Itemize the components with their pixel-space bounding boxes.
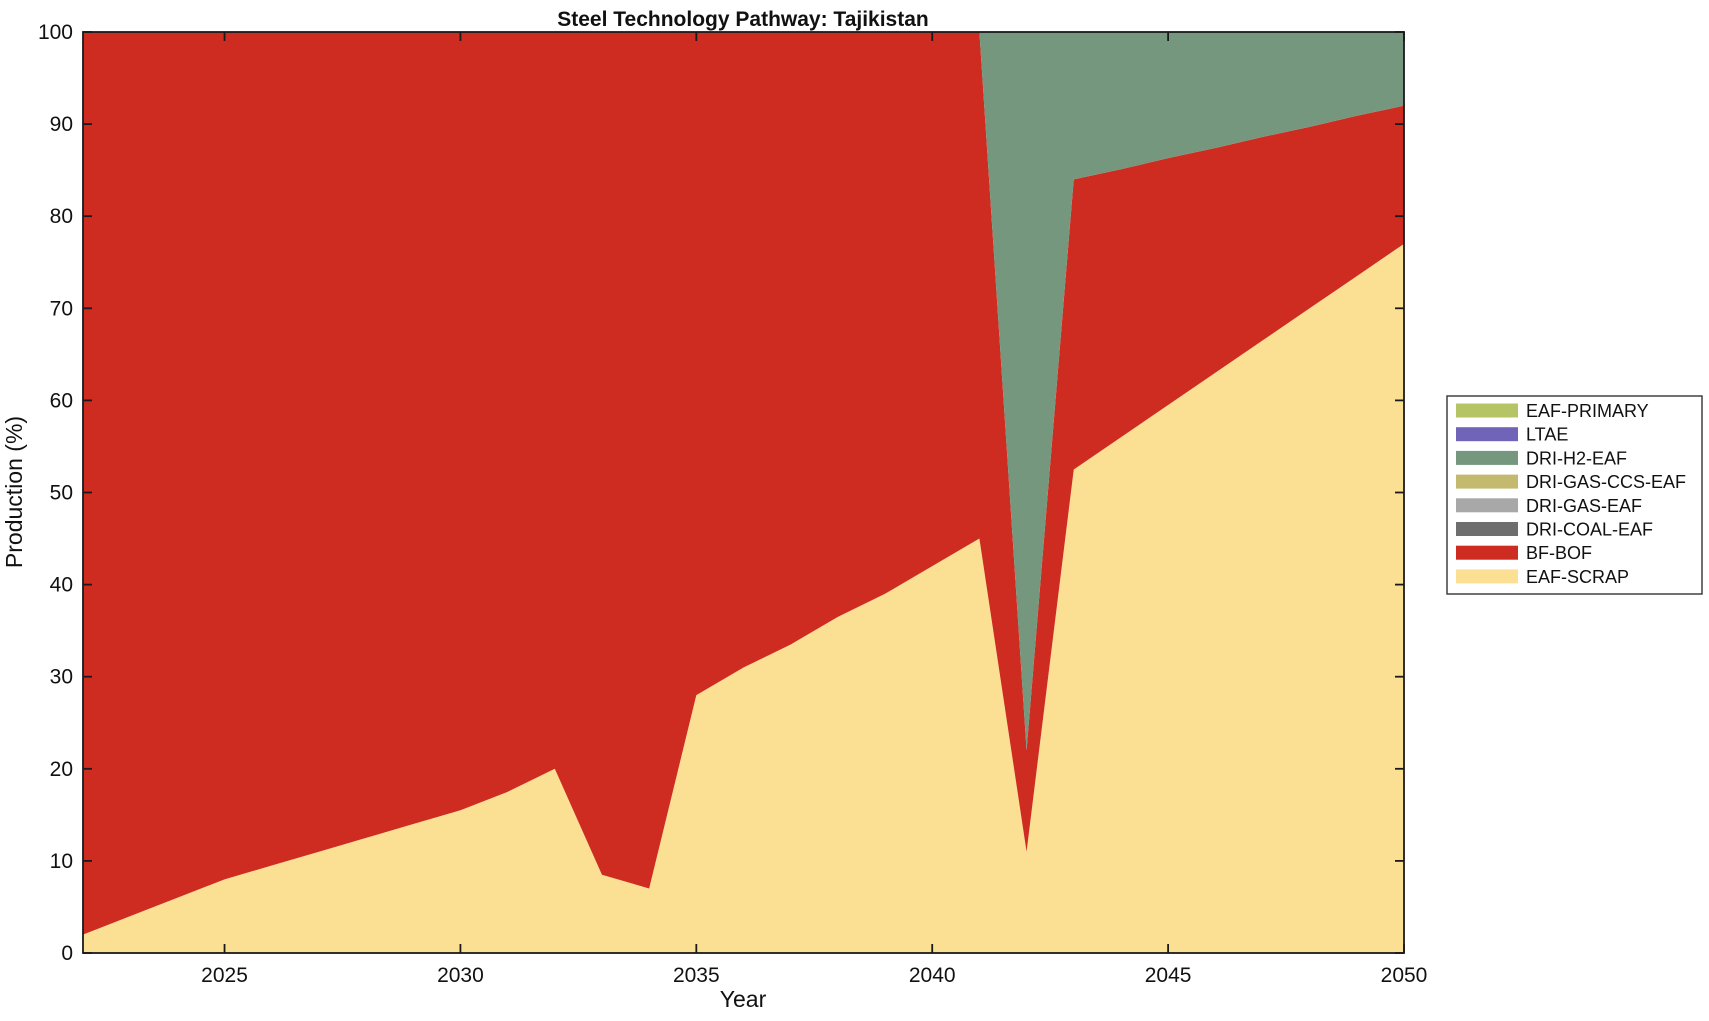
legend-item-label: DRI-GAS-CCS-EAF	[1526, 472, 1686, 492]
x-axis-label: Year	[720, 986, 767, 1012]
y-axis-label: Production (%)	[1, 416, 27, 568]
legend-item-label: EAF-SCRAP	[1526, 567, 1629, 587]
y-tick-label: 30	[50, 666, 73, 689]
legend-item-label: DRI-GAS-EAF	[1526, 496, 1642, 516]
legend-item-eaf-scrap: EAF-SCRAP	[1456, 567, 1629, 587]
legend-swatch	[1456, 522, 1518, 536]
legend-item-label: DRI-H2-EAF	[1526, 448, 1627, 468]
area-bf-bof	[83, 32, 1404, 935]
x-tick-label: 2035	[673, 964, 720, 987]
legend-item-dri-h2-eaf: DRI-H2-EAF	[1456, 448, 1627, 468]
legend-item-dri-gas-eaf: DRI-GAS-EAF	[1456, 496, 1642, 516]
legend: EAF-PRIMARY LTAE DRI-H2-EAF DRI-GAS-CCS-EAF…	[1446, 395, 1703, 595]
axes-group: 2025 2030 2035 2040 2045 20500102030405060708…	[38, 21, 1427, 987]
y-tick-label: 90	[50, 113, 73, 136]
chart-title: Steel Technology Pathway: Tajikistan	[557, 8, 928, 31]
legend-item-dri-coal-eaf: DRI-COAL-EAF	[1456, 520, 1653, 540]
legend-item-eaf-primary: EAF-PRIMARY	[1456, 401, 1649, 421]
legend-item-label: LTAE	[1526, 425, 1568, 445]
x-tick-label: 2030	[437, 964, 484, 987]
y-tick-label: 20	[50, 758, 73, 781]
legend-swatch	[1456, 569, 1518, 584]
area-series-group	[83, 32, 1404, 953]
area-eaf-scrap	[83, 243, 1404, 953]
y-tick-label: 100	[38, 21, 73, 44]
legend-item-label: EAF-PRIMARY	[1526, 401, 1649, 421]
y-tick-label: 10	[50, 850, 73, 873]
legend-swatch	[1456, 545, 1518, 560]
x-tick-label: 2045	[1145, 964, 1192, 987]
legend-item-label: DRI-COAL-EAF	[1526, 520, 1653, 540]
y-tick-label: 70	[50, 297, 73, 320]
y-tick-label: 60	[50, 389, 73, 412]
legend-item-label: BF-BOF	[1526, 543, 1592, 563]
area-dri-h2-eaf	[83, 32, 1404, 751]
y-tick-label: 40	[50, 574, 73, 597]
legend-swatch	[1456, 427, 1518, 442]
legend-item-dri-gas-ccs-eaf: DRI-GAS-CCS-EAF	[1456, 472, 1686, 492]
x-tick-label: 2040	[909, 964, 956, 987]
legend-swatch	[1456, 403, 1518, 418]
y-tick-label: 50	[50, 482, 73, 505]
legend-swatch	[1456, 474, 1518, 489]
y-tick-label: 0	[61, 942, 73, 965]
legend-swatch	[1456, 498, 1518, 513]
x-tick-label: 2025	[201, 964, 248, 987]
y-tick-label: 80	[50, 205, 73, 228]
legend-item-bf-bof: BF-BOF	[1456, 543, 1592, 563]
legend-swatch	[1456, 450, 1518, 465]
legend-item-ltae: LTAE	[1456, 425, 1568, 445]
x-tick-label: 2050	[1381, 964, 1428, 987]
